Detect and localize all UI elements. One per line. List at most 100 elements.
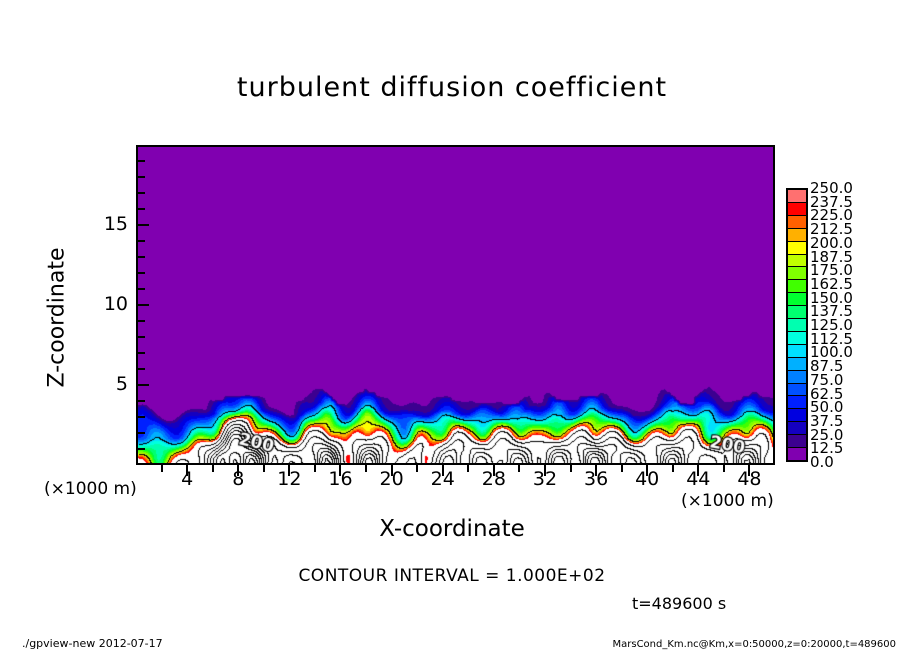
x-tick-mark [186,465,189,476]
x-tick-label: 36 [583,468,609,490]
y-tick-mark [136,416,145,418]
y-tick-label: 15 [103,213,128,235]
y-tick-mark [136,256,145,258]
x-tick-mark [262,465,265,472]
y-tick-mark [136,448,145,450]
x-tick-mark [569,465,572,472]
x-tick-label: 24 [430,468,455,490]
y-tick-label: 5 [115,373,128,395]
y-tick-mark [136,304,149,306]
y-tick-label: 10 [103,293,128,315]
footer-source-label: MarsCond_Km.nc@Km,x=0:50000,z=0:20000,t=… [612,639,897,650]
colorbar-tick-label: 237.5 [810,192,853,211]
x-tick-label: 8 [232,468,245,490]
colorbar-band [788,227,806,241]
x-tick-label: 16 [328,468,353,490]
x-tick-mark [620,465,623,472]
x-tick-mark [518,465,521,472]
x-tick-label: 12 [277,468,302,490]
y-tick-mark [136,224,149,226]
colorbar-tick-label: 212.5 [810,220,853,239]
colorbar-band [788,447,806,460]
colorbar-band [788,395,806,409]
page-title: turbulent diffusion coefficient [236,72,668,103]
y-tick-mark [136,320,145,322]
colorbar-tick-label: 25.0 [810,425,844,444]
colorbar-tick-label: 62.5 [810,384,844,403]
colorbar-band [788,330,806,344]
x-tick-mark [671,465,674,472]
colorbar-tick-label: 50.0 [810,398,844,417]
x-tick-mark [365,465,368,472]
colorbar-band [788,408,806,422]
colorbar-band [788,305,806,319]
contour-plot-area [136,145,775,465]
colorbar-band [788,318,806,331]
colorbar-tick-label: 175.0 [810,261,853,280]
colorbar-band [788,201,806,215]
contour-interval-label: CONTOUR INTERVAL = 1.000E+02 [298,566,606,586]
y-tick-mark [136,176,145,178]
colorbar-band [788,382,806,396]
x-tick-mark [748,465,751,476]
x-tick-label: 20 [379,468,404,490]
y-tick-mark [136,240,145,242]
colorbar-tick-label: 137.5 [810,302,853,321]
colorbar-band [788,292,806,306]
y-tick-mark [136,192,145,194]
x-tick-mark [722,465,725,472]
x-tick-label: 40 [635,468,660,490]
colorbar-tick-label: 12.5 [810,439,844,458]
colorbar-tick-label: 200.0 [810,233,853,252]
y-axis-title: Z-coordinate [44,247,70,388]
y-tick-mark [136,272,145,274]
colorbar-band [788,279,806,293]
x-unit-label-left: (×1000 m) [44,479,137,499]
colorbar-band [788,189,806,202]
x-tick-mark [697,465,700,476]
x-tick-mark [288,465,291,476]
colorbar-band [788,434,806,448]
x-tick-mark [646,465,649,476]
colorbar-tick-label: 162.5 [810,274,853,293]
y-tick-mark [136,368,145,370]
colorbar-band [788,266,806,280]
x-tick-mark [237,465,240,476]
x-tick-label: 44 [686,468,711,490]
x-tick-mark [595,465,598,476]
colorbar-band [788,356,806,370]
colorbar-tick-label: 225.0 [810,206,853,225]
x-tick-mark [467,465,470,472]
colorbar-tick-label: 87.5 [810,357,844,376]
colorbar-band [788,369,806,383]
colorbar-tick-label: 0.0 [810,453,834,471]
colorbar-tick-label: 125.0 [810,316,853,334]
colorbar-tick-label: 37.5 [810,411,844,430]
colorbar-band [788,240,806,254]
x-tick-label: 28 [481,468,506,490]
colorbar-tick-label: 100.0 [810,343,853,362]
colorbar-band [788,214,806,228]
diffusion-field-canvas [138,147,773,463]
colorbar-tick-label: 250.0 [810,179,853,197]
x-tick-mark [492,465,495,476]
x-tick-mark [160,465,163,472]
y-tick-mark [136,160,145,162]
x-tick-mark [313,465,316,472]
x-tick-mark [441,465,444,476]
y-tick-mark [136,432,145,434]
colorbar-band [788,253,806,267]
x-tick-label: 32 [532,468,558,490]
colorbar-band [788,421,806,435]
x-tick-mark [416,465,419,472]
colorbar-tick-label: 112.5 [810,329,853,348]
y-tick-mark [136,336,145,338]
y-tick-mark [136,208,145,210]
footer-tool-label: ./gpview-new 2012-07-17 [22,637,163,650]
x-tick-mark [211,465,214,472]
x-unit-label-right: (×1000 m) [681,491,774,511]
y-tick-mark [136,400,145,402]
x-axis-title: X-coordinate [379,516,525,542]
x-tick-mark [339,465,342,476]
time-stamp-label: t=489600 s [632,594,727,613]
